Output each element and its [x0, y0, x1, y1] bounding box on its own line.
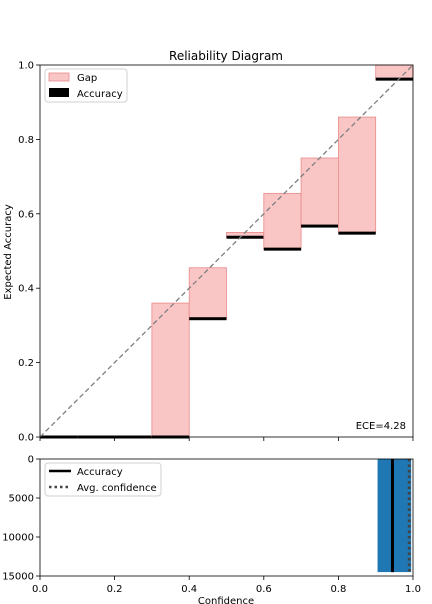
- ece-annotation: ECE=4.28: [356, 421, 406, 432]
- bottom-x-tick-label-2: 0.4: [181, 584, 197, 595]
- accuracy-bar-4: [189, 317, 227, 321]
- gap-bar-9: [375, 64, 414, 80]
- reliability-legend: Gap Accuracy: [44, 68, 128, 103]
- y-axis-label: Expected Accuracy: [3, 204, 14, 300]
- gap-bar-4: [188, 267, 227, 320]
- bottom-y-tick-label-2: 10000: [2, 533, 34, 544]
- legend-accuracy-line-label: Accuracy: [77, 467, 123, 478]
- legend-accuracy-label: Accuracy: [77, 89, 123, 100]
- bottom-y-tick-label-0: 0: [28, 455, 34, 466]
- reliability-diagram-panel: Reliability Diagram Expected Accuracy 0.…: [3, 49, 414, 444]
- top-y-tick-label-2: 0.4: [18, 284, 34, 295]
- histogram-marks: [377, 459, 412, 573]
- bottom-y-tick-label-3: 15000: [2, 572, 34, 583]
- gap-bar-3: [151, 302, 190, 438]
- x-axis-label: Confidence: [198, 596, 254, 604]
- chart-title: Reliability Diagram: [169, 49, 283, 63]
- accuracy-bar-9: [375, 77, 413, 81]
- bottom-x-tick-label-3: 0.6: [256, 584, 272, 595]
- bottom-x-tick-label-5: 1.0: [405, 584, 421, 595]
- bottom-axes-frame: [39, 458, 414, 577]
- legend-avg-confidence-label: Avg. confidence: [77, 483, 157, 494]
- bottom-y-tick-label-1: 5000: [9, 494, 34, 505]
- reliability-axes: 0.0 0.2 0.4 0.6 0.8 1.0: [18, 61, 414, 444]
- top-y-tick-label-0: 0.0: [18, 433, 34, 444]
- gap-bar-8: [337, 116, 377, 234]
- accuracy-bar-5: [226, 235, 264, 239]
- legend-gap-label: Gap: [77, 73, 97, 84]
- top-axes-frame: [39, 64, 414, 438]
- top-y-tick-label-5: 1.0: [18, 61, 34, 72]
- histogram-legend: Accuracy Avg. confidence: [44, 462, 162, 497]
- legend-accuracy-swatch: [49, 88, 69, 97]
- gap-bar-7: [300, 157, 339, 227]
- gap-bar-6: [263, 192, 302, 250]
- legend-gap-swatch: [48, 72, 70, 82]
- top-y-tick-label-1: 0.2: [18, 358, 34, 369]
- accuracy-bar-7: [301, 224, 339, 228]
- count-bar-0: [377, 459, 412, 573]
- bottom-x-tick-label-0: 0.0: [32, 584, 48, 595]
- top-y-tick-label-4: 0.8: [18, 135, 34, 146]
- accuracy-bar-8: [338, 231, 376, 235]
- top-y-tick-label-3: 0.6: [18, 209, 34, 220]
- bottom-x-tick-label-1: 0.2: [107, 584, 123, 595]
- accuracy-bar-6: [263, 247, 302, 251]
- legend-frame-bottom: [44, 462, 162, 497]
- bottom-x-tick-label-4: 0.8: [330, 584, 346, 595]
